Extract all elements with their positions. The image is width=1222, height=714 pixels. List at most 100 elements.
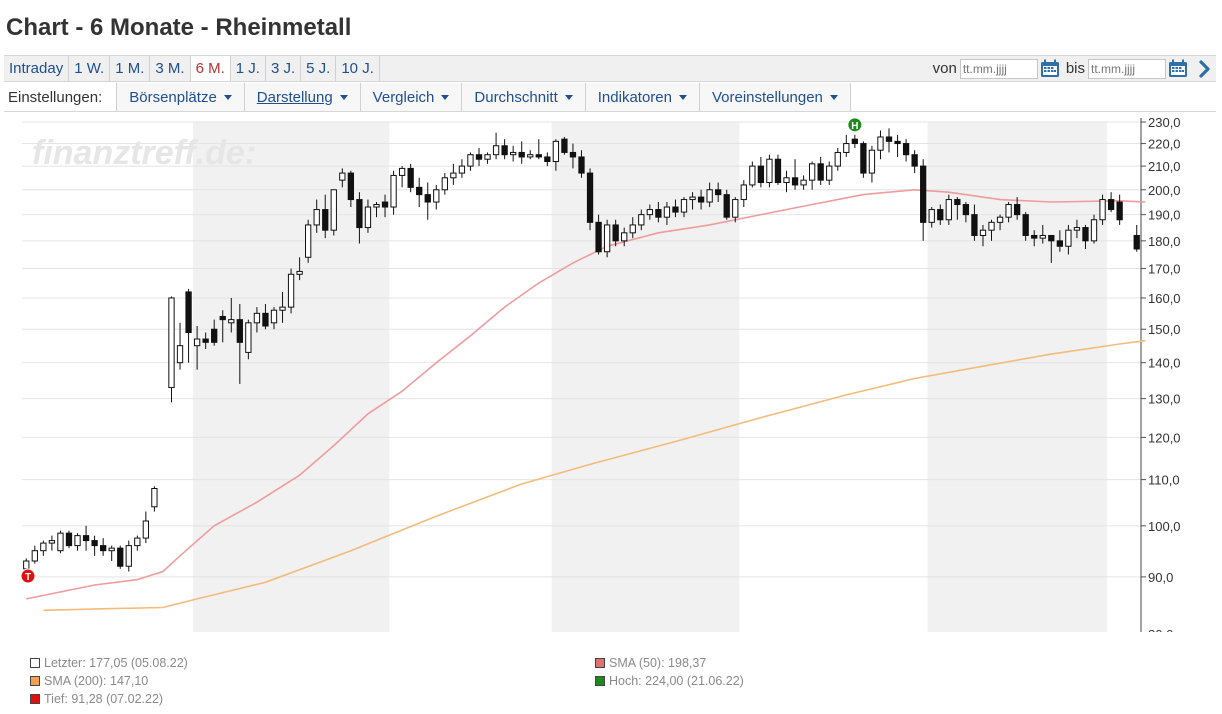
settings-menu[interactable]: Durchschnitt [461,83,585,111]
candle-body [920,165,927,223]
legend-swatch [30,694,40,704]
settings-menu-label: Durchschnitt [474,89,558,106]
period-tab[interactable]: 6 M. [190,56,231,81]
candle [407,163,414,193]
candle-body [988,221,995,231]
candle-body [262,312,269,327]
candle [894,134,901,157]
candle [774,154,782,185]
sma200-line [43,339,1146,612]
from-label: von [932,60,957,77]
legend-swatch [30,658,40,668]
candle-body [373,204,380,208]
y-tick-label: 230,0 [1148,115,1181,130]
period-tab[interactable]: 1 M. [110,56,151,81]
candle [74,533,81,551]
candle-body [766,158,773,184]
candle-body [313,209,320,226]
period-tab[interactable]: 5 J. [301,56,337,81]
y-tick-label: 100,0 [1148,519,1181,534]
period-tab[interactable]: 3 M. [150,56,191,81]
candle-body [732,199,739,218]
candle-body [843,143,850,153]
candle [1005,202,1012,223]
candle [287,268,295,314]
candle [757,156,765,188]
candle-body [510,151,517,156]
period-tab[interactable]: 10 J. [336,56,380,81]
candle [646,204,653,220]
candle [971,204,978,241]
candle [1048,234,1055,263]
candle-body [484,154,491,160]
candle-body [1031,234,1038,239]
candle-body [706,189,713,203]
candle-body [1013,204,1021,216]
candle-body [236,319,243,343]
settings-menu[interactable]: Darstellung [243,83,360,111]
candle [134,535,141,551]
candle-body [646,209,653,216]
period-tab[interactable]: 1 J. [231,56,266,81]
candle [603,219,611,258]
candle-body [270,309,278,324]
candle-body [467,154,474,167]
period-tabs: Intraday 1 W. 1 M. 3 M. 6 M. 1 J. 3 J. 5 J. 10 J… [4,56,380,81]
candle [902,139,910,162]
candle [578,150,585,178]
candle-body [868,149,876,174]
candle [433,184,440,210]
settings-menu[interactable]: Voreinstellungen [698,83,851,111]
candle-body [586,172,594,223]
settings-menu[interactable]: Börsenplätze [116,83,244,111]
candle-body [458,165,466,174]
from-date-input[interactable] [959,58,1038,79]
candle [1090,214,1098,244]
candle-body [749,165,756,186]
candle [851,134,858,148]
settings-menu[interactable]: Indikatoren [584,83,699,111]
candle-body [697,196,705,203]
period-tab[interactable]: Intraday [4,56,70,81]
candle [48,535,56,551]
candle-body [757,165,765,184]
period-tab[interactable]: 1 W. [69,56,111,81]
calendar-icon[interactable] [1040,59,1060,78]
candle [117,545,124,569]
candle [552,139,560,171]
candle [826,161,833,185]
low-marker [20,568,36,584]
candle [65,530,73,549]
y-tick-label: 210,0 [1148,159,1181,174]
settings-menu-label: Vergleich [372,89,435,106]
candle-body [1065,229,1072,247]
candle [510,145,517,162]
candle-body [996,216,1004,223]
candle [680,197,688,218]
candle [339,168,346,188]
candle [57,530,64,554]
calendar-icon[interactable] [1168,59,1188,78]
settings-toolbar: Einstellungen: Börsenplätze Darstellung Ve… [4,83,1216,112]
candle [1056,230,1063,252]
caret-down-icon [829,94,838,100]
to-date-input[interactable] [1088,58,1166,79]
y-tick-label: 200,0 [1148,183,1181,198]
candle-body [621,232,628,242]
settings-menu[interactable]: Vergleich [359,83,462,111]
candle [31,545,38,564]
candle-body [330,189,337,231]
candle [612,219,619,247]
candle [911,150,918,174]
chevron-right-icon[interactable] [1198,59,1212,79]
legend-item: SMA (200): 147,10 [30,674,148,688]
candle [834,147,841,171]
caret-down-icon [223,94,232,100]
candle [305,219,312,263]
candle [1107,192,1115,213]
period-tab[interactable]: 3 J. [266,56,302,81]
candle [595,214,602,255]
legend-swatch [30,676,40,686]
candle-body [40,542,47,552]
legend-item: Tief: 91,28 (07.02.22) [30,692,163,706]
